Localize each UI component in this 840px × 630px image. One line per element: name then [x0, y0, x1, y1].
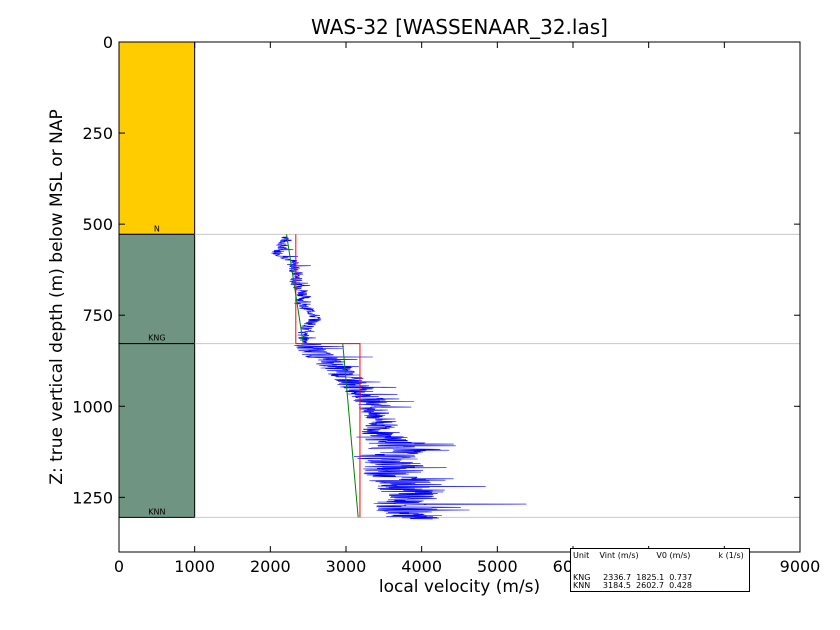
plot-frame [118, 41, 801, 553]
x-axis-label: local velocity (m/s) [379, 577, 540, 597]
x-axis-ticks: 0100020003000400050006000700080009000 [114, 42, 820, 576]
v0-k-fit-kng [286, 234, 304, 344]
unit-block-n [118, 41, 196, 235]
legend-row-knn: KNN 3184.5 2602.7 0.428 [573, 581, 692, 590]
legend-header: Unit Vint (m/s) V0 (m/s) k (1/s) [573, 551, 744, 560]
y-axis-ticks: 0 250 500 750 1000 1250 [72, 33, 800, 507]
unit-label-n: N [154, 224, 160, 233]
horizon-lines [194, 233, 800, 518]
velocity-log-line [271, 236, 527, 520]
y-tick-label: 250 [82, 124, 113, 143]
unit-block-knn [118, 343, 196, 518]
x-tick-label: 4000 [401, 557, 442, 576]
y-tick-label: 750 [82, 306, 113, 325]
velocity-series [271, 234, 527, 520]
y-tick-label: 1250 [72, 488, 113, 507]
legend-table: Unit Vint (m/s) V0 (m/s) k (1/s) KNG 233… [570, 548, 750, 592]
y-axis-label: Z: true vertical depth (m) below MSL or … [47, 109, 67, 484]
x-tick-label: 3000 [326, 557, 367, 576]
chart-title: WAS-32 [WASSENAAR_32.las] [311, 15, 608, 39]
y-tick-label: 500 [82, 215, 113, 234]
v0-k-fit-knn [342, 343, 359, 518]
legend-row-kng: KNG 2336.7 1825.1 0.737 [573, 573, 693, 582]
x-tick-label: 5000 [477, 557, 518, 576]
x-tick-label: 9000 [780, 557, 821, 576]
interval-velocity-knn [295, 343, 361, 518]
x-tick-label: 2000 [250, 557, 291, 576]
unit-label-knn: KNN [148, 507, 165, 516]
unit-label-kng: KNG [148, 334, 165, 343]
y-tick-label: 1000 [72, 397, 113, 416]
y-tick-label: 0 [103, 33, 113, 52]
unit-column: N KNG KNN [118, 41, 196, 518]
x-tick-label: 1000 [174, 557, 215, 576]
unit-block-kng [118, 233, 196, 345]
x-tick-label: 0 [114, 557, 124, 576]
